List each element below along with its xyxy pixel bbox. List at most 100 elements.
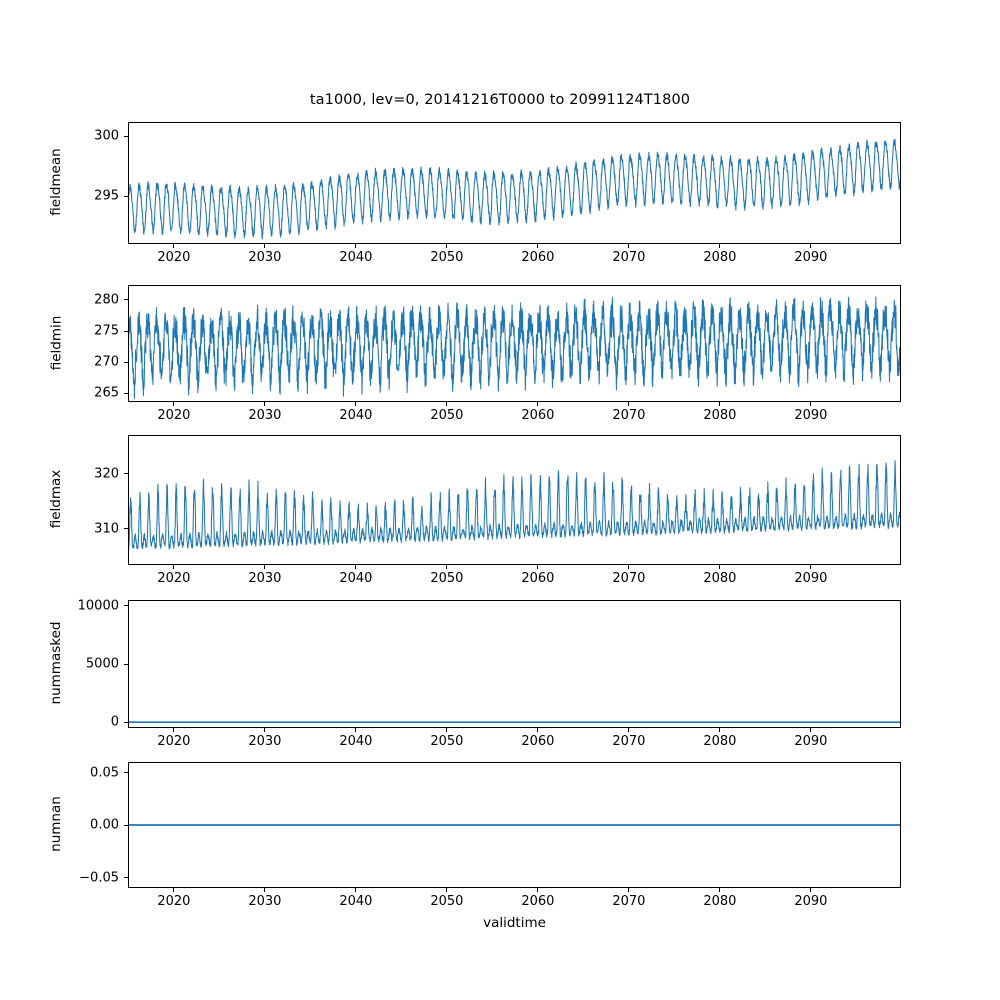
y-tick-label: 0.00 bbox=[90, 817, 119, 833]
subplot-numnan bbox=[128, 762, 901, 888]
y-tick-label: 300 bbox=[94, 128, 119, 144]
x-tick-label: 2060 bbox=[521, 250, 555, 265]
x-tick-mark bbox=[264, 728, 266, 732]
x-tick-mark bbox=[628, 244, 630, 248]
x-tick-label: 2050 bbox=[430, 734, 464, 749]
x-tick-mark bbox=[628, 888, 630, 892]
y-tick-mark bbox=[124, 721, 128, 723]
x-tick-label: 2080 bbox=[703, 250, 737, 265]
x-tick-label: 2070 bbox=[612, 408, 646, 423]
subplot-fieldmin bbox=[128, 285, 901, 402]
x-tick-mark bbox=[173, 728, 175, 732]
x-tick-mark bbox=[173, 888, 175, 892]
y-tick-mark bbox=[124, 392, 128, 394]
x-tick-label: 2070 bbox=[612, 734, 646, 749]
x-tick-label: 2050 bbox=[430, 894, 464, 909]
subplot-nummasked bbox=[128, 600, 901, 728]
x-tick-mark bbox=[537, 565, 539, 569]
x-tick-label: 2030 bbox=[248, 250, 282, 265]
x-tick-mark bbox=[446, 565, 448, 569]
y-tick-label: 0 bbox=[110, 714, 119, 730]
x-tick-label: 2030 bbox=[248, 571, 282, 586]
x-axis-label: validtime bbox=[483, 915, 546, 931]
x-tick-mark bbox=[173, 565, 175, 569]
x-tick-label: 2020 bbox=[157, 408, 191, 423]
y-tick-label: 0.05 bbox=[90, 765, 119, 780]
x-tick-mark bbox=[355, 244, 357, 248]
x-tick-label: 2040 bbox=[339, 408, 373, 423]
y-tick-label: 310 bbox=[94, 521, 119, 537]
subplot-fieldmax bbox=[128, 435, 901, 565]
x-tick-label: 2020 bbox=[157, 250, 191, 265]
x-tick-mark bbox=[810, 244, 812, 248]
y-tick-label: 295 bbox=[94, 188, 119, 204]
x-tick-label: 2060 bbox=[521, 734, 555, 749]
x-tick-mark bbox=[537, 728, 539, 732]
y-tick-label: 270 bbox=[94, 354, 119, 370]
x-tick-label: 2040 bbox=[339, 250, 373, 265]
x-tick-mark bbox=[264, 888, 266, 892]
x-tick-label: 2090 bbox=[794, 894, 828, 909]
x-tick-label: 2090 bbox=[794, 408, 828, 423]
x-tick-label: 2080 bbox=[703, 408, 737, 423]
x-tick-label: 2030 bbox=[248, 408, 282, 423]
y-tick-mark bbox=[124, 135, 128, 137]
y-tick-mark bbox=[124, 877, 128, 879]
x-tick-label: 2040 bbox=[339, 734, 373, 749]
x-tick-mark bbox=[628, 728, 630, 732]
x-tick-mark bbox=[719, 244, 721, 248]
y-tick-mark bbox=[124, 473, 128, 475]
x-tick-mark bbox=[810, 565, 812, 569]
x-tick-mark bbox=[355, 888, 357, 892]
x-tick-mark bbox=[719, 728, 721, 732]
x-tick-mark bbox=[446, 888, 448, 892]
y-axis-label-numnan: numnan bbox=[48, 796, 64, 852]
x-tick-mark bbox=[810, 888, 812, 892]
x-tick-mark bbox=[264, 402, 266, 406]
x-tick-mark bbox=[537, 402, 539, 406]
x-tick-label: 2050 bbox=[430, 571, 464, 586]
x-tick-mark bbox=[446, 728, 448, 732]
x-tick-label: 2020 bbox=[157, 734, 191, 749]
x-tick-mark bbox=[446, 402, 448, 406]
x-tick-label: 2090 bbox=[794, 734, 828, 749]
x-tick-mark bbox=[537, 888, 539, 892]
x-tick-mark bbox=[355, 402, 357, 406]
x-tick-label: 2050 bbox=[430, 250, 464, 265]
x-tick-label: 2060 bbox=[521, 894, 555, 909]
y-tick-label: 275 bbox=[94, 323, 119, 339]
x-tick-mark bbox=[719, 565, 721, 569]
y-tick-mark bbox=[124, 772, 128, 774]
series-line-nummasked bbox=[128, 600, 901, 728]
x-tick-label: 2060 bbox=[521, 408, 555, 423]
x-tick-label: 2040 bbox=[339, 571, 373, 586]
x-tick-mark bbox=[628, 402, 630, 406]
series-line-numnan bbox=[128, 762, 901, 888]
x-tick-label: 2070 bbox=[612, 894, 646, 909]
y-tick-label: 320 bbox=[94, 466, 119, 482]
x-tick-label: 2080 bbox=[703, 894, 737, 909]
subplot-fieldmean bbox=[128, 122, 901, 244]
x-tick-mark bbox=[810, 402, 812, 406]
y-tick-mark bbox=[124, 605, 128, 607]
x-tick-label: 2080 bbox=[703, 734, 737, 749]
y-tick-mark bbox=[124, 361, 128, 363]
y-tick-mark bbox=[124, 663, 128, 665]
x-tick-mark bbox=[264, 565, 266, 569]
x-tick-label: 2070 bbox=[612, 250, 646, 265]
x-tick-mark bbox=[537, 244, 539, 248]
y-tick-label: −0.05 bbox=[79, 870, 119, 885]
x-tick-mark bbox=[719, 888, 721, 892]
x-tick-label: 2020 bbox=[157, 894, 191, 909]
x-tick-label: 2040 bbox=[339, 894, 373, 909]
x-tick-label: 2060 bbox=[521, 571, 555, 586]
y-tick-label: 10000 bbox=[77, 598, 119, 614]
x-tick-mark bbox=[173, 244, 175, 248]
x-tick-label: 2090 bbox=[794, 250, 828, 265]
x-tick-label: 2020 bbox=[157, 571, 191, 586]
y-tick-mark bbox=[124, 330, 128, 332]
x-tick-label: 2080 bbox=[703, 571, 737, 586]
x-tick-mark bbox=[810, 728, 812, 732]
y-tick-mark bbox=[124, 528, 128, 530]
